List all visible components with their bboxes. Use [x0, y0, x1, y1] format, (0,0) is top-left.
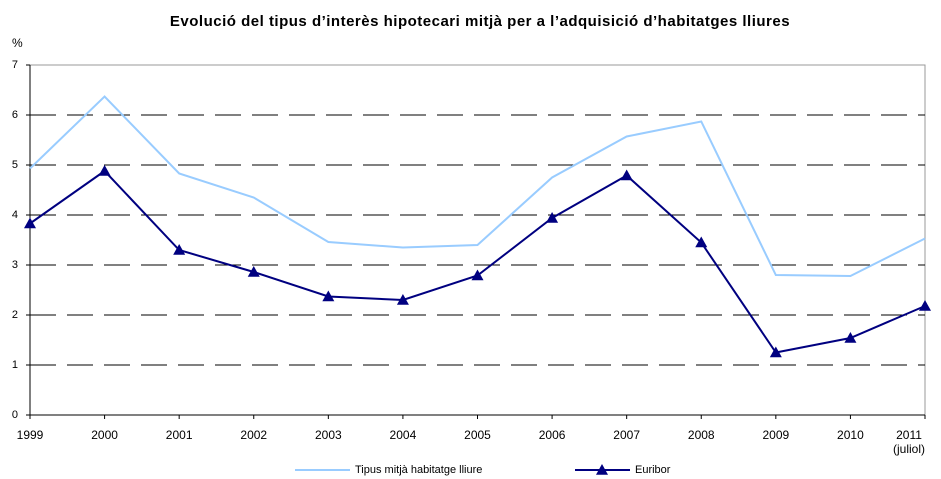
- x-tick-label: 2004: [389, 428, 417, 442]
- point-marker: [98, 165, 111, 176]
- chart-title: Evolució del tipus d’interès hipotecari …: [170, 13, 790, 30]
- series-line: [29, 169, 926, 354]
- y-tick-label: 6: [12, 109, 18, 121]
- point-marker: [620, 169, 633, 181]
- point-marker: [173, 244, 186, 255]
- legend-marker: [596, 464, 608, 475]
- y-tick-label: 3: [12, 259, 18, 271]
- x-tick-label: 1999: [16, 428, 44, 442]
- x-tick-label: 2011 (juliol): [892, 428, 925, 456]
- y-tick-label: 4: [12, 209, 18, 221]
- point-marker: [471, 269, 484, 281]
- point-marker: [695, 236, 708, 248]
- plot-area: [29, 64, 926, 416]
- point-marker: [844, 332, 857, 343]
- y-tick-label: 1: [12, 359, 18, 371]
- y-tick-label: 7: [12, 59, 18, 71]
- y-axis-label: %: [12, 36, 23, 50]
- legend-label: Euribor: [635, 464, 671, 476]
- point-marker: [919, 300, 931, 311]
- x-tick-label: 2009: [762, 428, 790, 442]
- x-tick-label: 2001: [165, 428, 193, 442]
- point-marker: [24, 217, 36, 229]
- x-tick-label: 2003: [314, 428, 342, 442]
- point-marker: [546, 212, 559, 223]
- x-tick-label: 2000: [91, 428, 118, 442]
- x-tick-label: 2008: [687, 428, 715, 442]
- series-line: [29, 95, 926, 278]
- y-tick-label: 0: [12, 409, 18, 421]
- y-tick-label: 2: [12, 309, 18, 321]
- x-tick-label: 2006: [538, 428, 566, 442]
- x-tick-label: 2002: [240, 428, 268, 442]
- point-marker: [396, 294, 409, 305]
- x-tick-label: 2010: [837, 428, 864, 442]
- y-tick-label: 5: [12, 159, 18, 171]
- x-tick-label: 2007: [613, 428, 640, 442]
- point-marker: [322, 290, 335, 302]
- x-tick-label: 2005: [464, 428, 491, 442]
- point-marker: [769, 346, 782, 358]
- point-marker: [247, 266, 260, 277]
- legend-label: Tipus mitjà habitatge lliure: [355, 464, 482, 476]
